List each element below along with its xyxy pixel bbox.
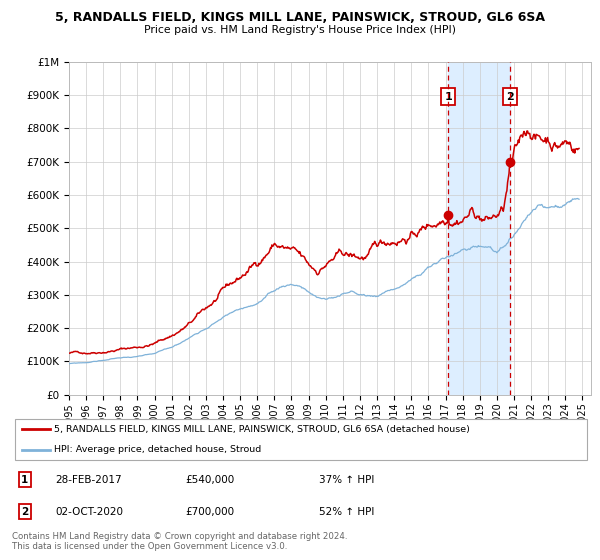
- Text: 37% ↑ HPI: 37% ↑ HPI: [319, 474, 374, 484]
- Bar: [448, 62, 510, 395]
- Text: 1: 1: [445, 92, 452, 101]
- Text: 2: 2: [21, 507, 28, 517]
- Text: Price paid vs. HM Land Registry's House Price Index (HPI): Price paid vs. HM Land Registry's House …: [144, 25, 456, 35]
- Text: 28-FEB-2017: 28-FEB-2017: [55, 474, 122, 484]
- Text: 52% ↑ HPI: 52% ↑ HPI: [319, 507, 374, 517]
- Text: 02-OCT-2020: 02-OCT-2020: [55, 507, 124, 517]
- Text: 5, RANDALLS FIELD, KINGS MILL LANE, PAINSWICK, STROUD, GL6 6SA (detached house): 5, RANDALLS FIELD, KINGS MILL LANE, PAIN…: [53, 425, 470, 434]
- Text: 2: 2: [506, 92, 514, 101]
- FancyBboxPatch shape: [15, 419, 587, 460]
- Text: HPI: Average price, detached house, Stroud: HPI: Average price, detached house, Stro…: [53, 445, 261, 454]
- Text: £700,000: £700,000: [186, 507, 235, 517]
- Text: £540,000: £540,000: [186, 474, 235, 484]
- Text: 5, RANDALLS FIELD, KINGS MILL LANE, PAINSWICK, STROUD, GL6 6SA: 5, RANDALLS FIELD, KINGS MILL LANE, PAIN…: [55, 11, 545, 24]
- Text: 1: 1: [21, 474, 28, 484]
- Text: Contains HM Land Registry data © Crown copyright and database right 2024.
This d: Contains HM Land Registry data © Crown c…: [12, 532, 347, 552]
